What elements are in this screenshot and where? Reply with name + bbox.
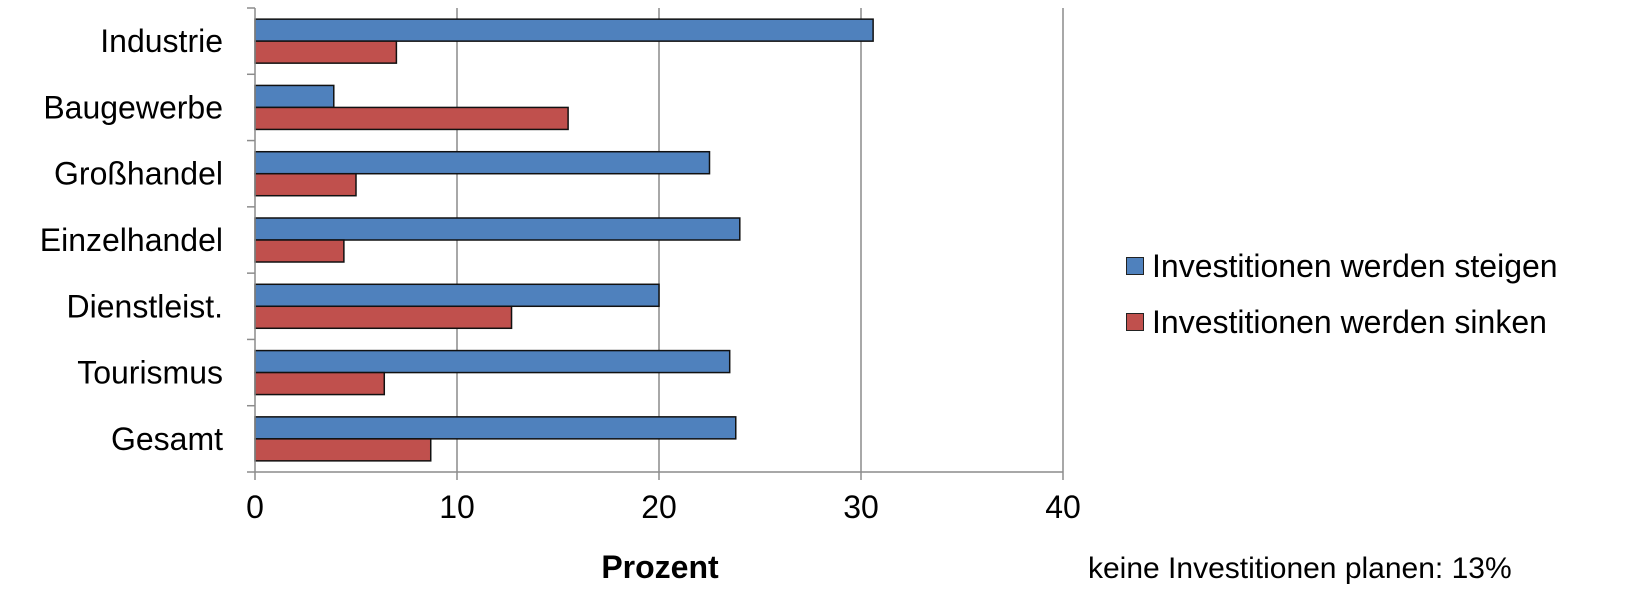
bar-steigen bbox=[254, 349, 731, 374]
legend-swatch-sinken bbox=[1126, 313, 1144, 331]
bar-sinken bbox=[254, 305, 513, 330]
axes bbox=[247, 7, 1064, 480]
category-label: Tourismus bbox=[77, 355, 223, 391]
bar-sinken bbox=[254, 438, 432, 462]
category-labels: Industrie Baugewerbe Großhandel Einzelhande… bbox=[40, 23, 223, 457]
bar-steigen bbox=[254, 18, 874, 42]
bar-steigen bbox=[254, 283, 660, 308]
x-tick-label: 40 bbox=[1045, 489, 1081, 525]
category-label: Industrie bbox=[100, 23, 223, 59]
bar-sinken bbox=[254, 106, 569, 131]
bar-sinken bbox=[254, 40, 398, 64]
category-label: Baugewerbe bbox=[43, 89, 223, 125]
bar-steigen bbox=[254, 150, 711, 175]
bar-steigen bbox=[254, 84, 335, 109]
bar-steigen bbox=[254, 217, 741, 241]
bars bbox=[254, 18, 874, 462]
legend-swatch-steigen bbox=[1126, 257, 1144, 275]
bar-sinken bbox=[254, 371, 386, 396]
bar-sinken bbox=[254, 239, 345, 263]
legend-label-sinken: Investitionen werden sinken bbox=[1152, 303, 1547, 340]
category-label: Großhandel bbox=[54, 156, 223, 192]
category-label: Dienstleist. bbox=[67, 288, 224, 324]
x-tick-label: 30 bbox=[843, 489, 879, 525]
legend-label-steigen: Investitionen werden steigen bbox=[1152, 247, 1558, 284]
x-tick-label: 0 bbox=[246, 489, 264, 525]
tick-labels: 0 10 20 30 40 bbox=[246, 489, 1081, 525]
legend-item-sinken: Investitionen werden sinken bbox=[1126, 294, 1558, 350]
category-label: Gesamt bbox=[111, 421, 223, 457]
footnote: keine Investitionen planen: 13% bbox=[1088, 552, 1512, 585]
legend: Investitionen werden steigen Investition… bbox=[1126, 238, 1558, 350]
x-tick-label: 20 bbox=[641, 489, 677, 525]
x-axis-title: Prozent bbox=[601, 549, 719, 585]
legend-item-steigen: Investitionen werden steigen bbox=[1126, 238, 1558, 294]
bar-steigen bbox=[254, 416, 737, 440]
category-label: Einzelhandel bbox=[40, 222, 223, 258]
x-tick-label: 10 bbox=[439, 489, 475, 525]
bar-sinken bbox=[254, 172, 357, 197]
